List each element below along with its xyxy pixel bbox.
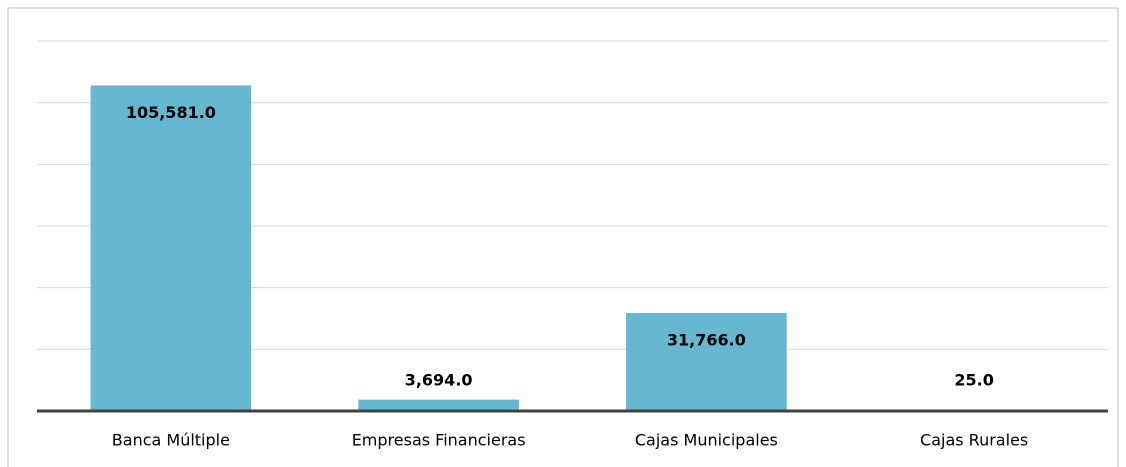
x-tick-label: Empresas Financieras <box>352 431 526 450</box>
x-tick-label: Cajas Rurales <box>920 431 1028 450</box>
data-label: 25.0 <box>954 371 993 390</box>
x-tick-label: Banca Múltiple <box>112 431 230 450</box>
data-label: 3,694.0 <box>405 371 473 390</box>
data-label: 31,766.0 <box>667 331 746 350</box>
bar <box>626 313 787 411</box>
bar <box>358 399 519 411</box>
data-label: 105,581.0 <box>126 103 216 122</box>
x-tick-label: Cajas Municipales <box>635 431 778 450</box>
bar <box>90 85 252 411</box>
chart-border <box>7 7 1119 467</box>
